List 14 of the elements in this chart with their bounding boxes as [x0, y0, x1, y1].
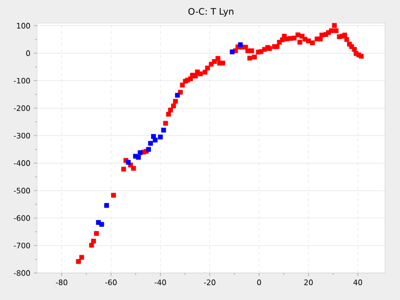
point	[238, 42, 243, 48]
chart-title: O-C: T Lyn	[188, 8, 234, 17]
point	[136, 154, 141, 160]
point	[99, 222, 104, 227]
point	[104, 203, 109, 208]
point	[138, 150, 143, 156]
point	[146, 146, 151, 152]
point	[148, 140, 153, 146]
point	[230, 49, 235, 54]
point	[152, 138, 158, 142]
point	[161, 128, 166, 133]
point	[158, 134, 163, 140]
point	[175, 92, 180, 98]
point	[126, 160, 131, 165]
